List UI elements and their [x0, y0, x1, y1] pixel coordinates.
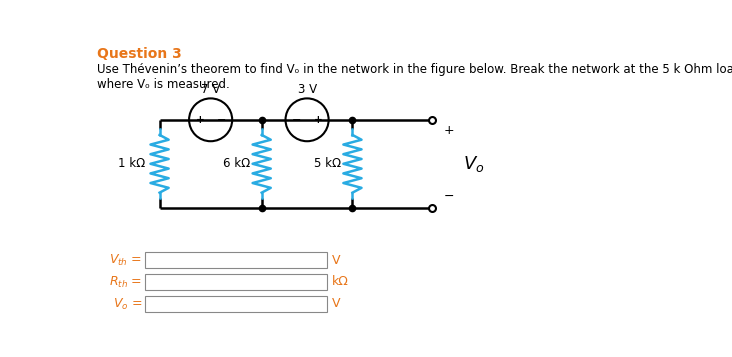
Text: −: − — [217, 115, 226, 125]
Text: 3 V: 3 V — [297, 84, 317, 96]
Text: 1 kΩ: 1 kΩ — [118, 157, 146, 170]
Text: V: V — [332, 297, 340, 311]
Text: $V_o$ =: $V_o$ = — [113, 296, 143, 312]
Text: +: + — [444, 124, 454, 137]
Text: 7 V: 7 V — [201, 84, 220, 96]
Text: Question 3: Question 3 — [97, 47, 182, 61]
Text: −: − — [291, 115, 301, 125]
Text: 6 kΩ: 6 kΩ — [223, 157, 250, 170]
Text: where Vₒ is measured.: where Vₒ is measured. — [97, 78, 230, 91]
Bar — [146, 296, 327, 312]
Text: +: + — [313, 115, 322, 125]
Text: $V_o$: $V_o$ — [463, 154, 485, 174]
Text: $V_{th}$ =: $V_{th}$ = — [110, 252, 143, 267]
Text: −: − — [444, 190, 454, 203]
Text: kΩ: kΩ — [332, 276, 348, 288]
Text: 5 kΩ: 5 kΩ — [314, 157, 341, 170]
Text: V: V — [332, 253, 340, 267]
Text: +: + — [195, 115, 204, 125]
Bar — [146, 252, 327, 267]
Text: $R_{th}$ =: $R_{th}$ = — [109, 275, 143, 290]
Text: Use Thévenin’s theorem to find Vₒ in the network in the figure below. Break the : Use Thévenin’s theorem to find Vₒ in the… — [97, 64, 732, 76]
Bar — [146, 275, 327, 290]
